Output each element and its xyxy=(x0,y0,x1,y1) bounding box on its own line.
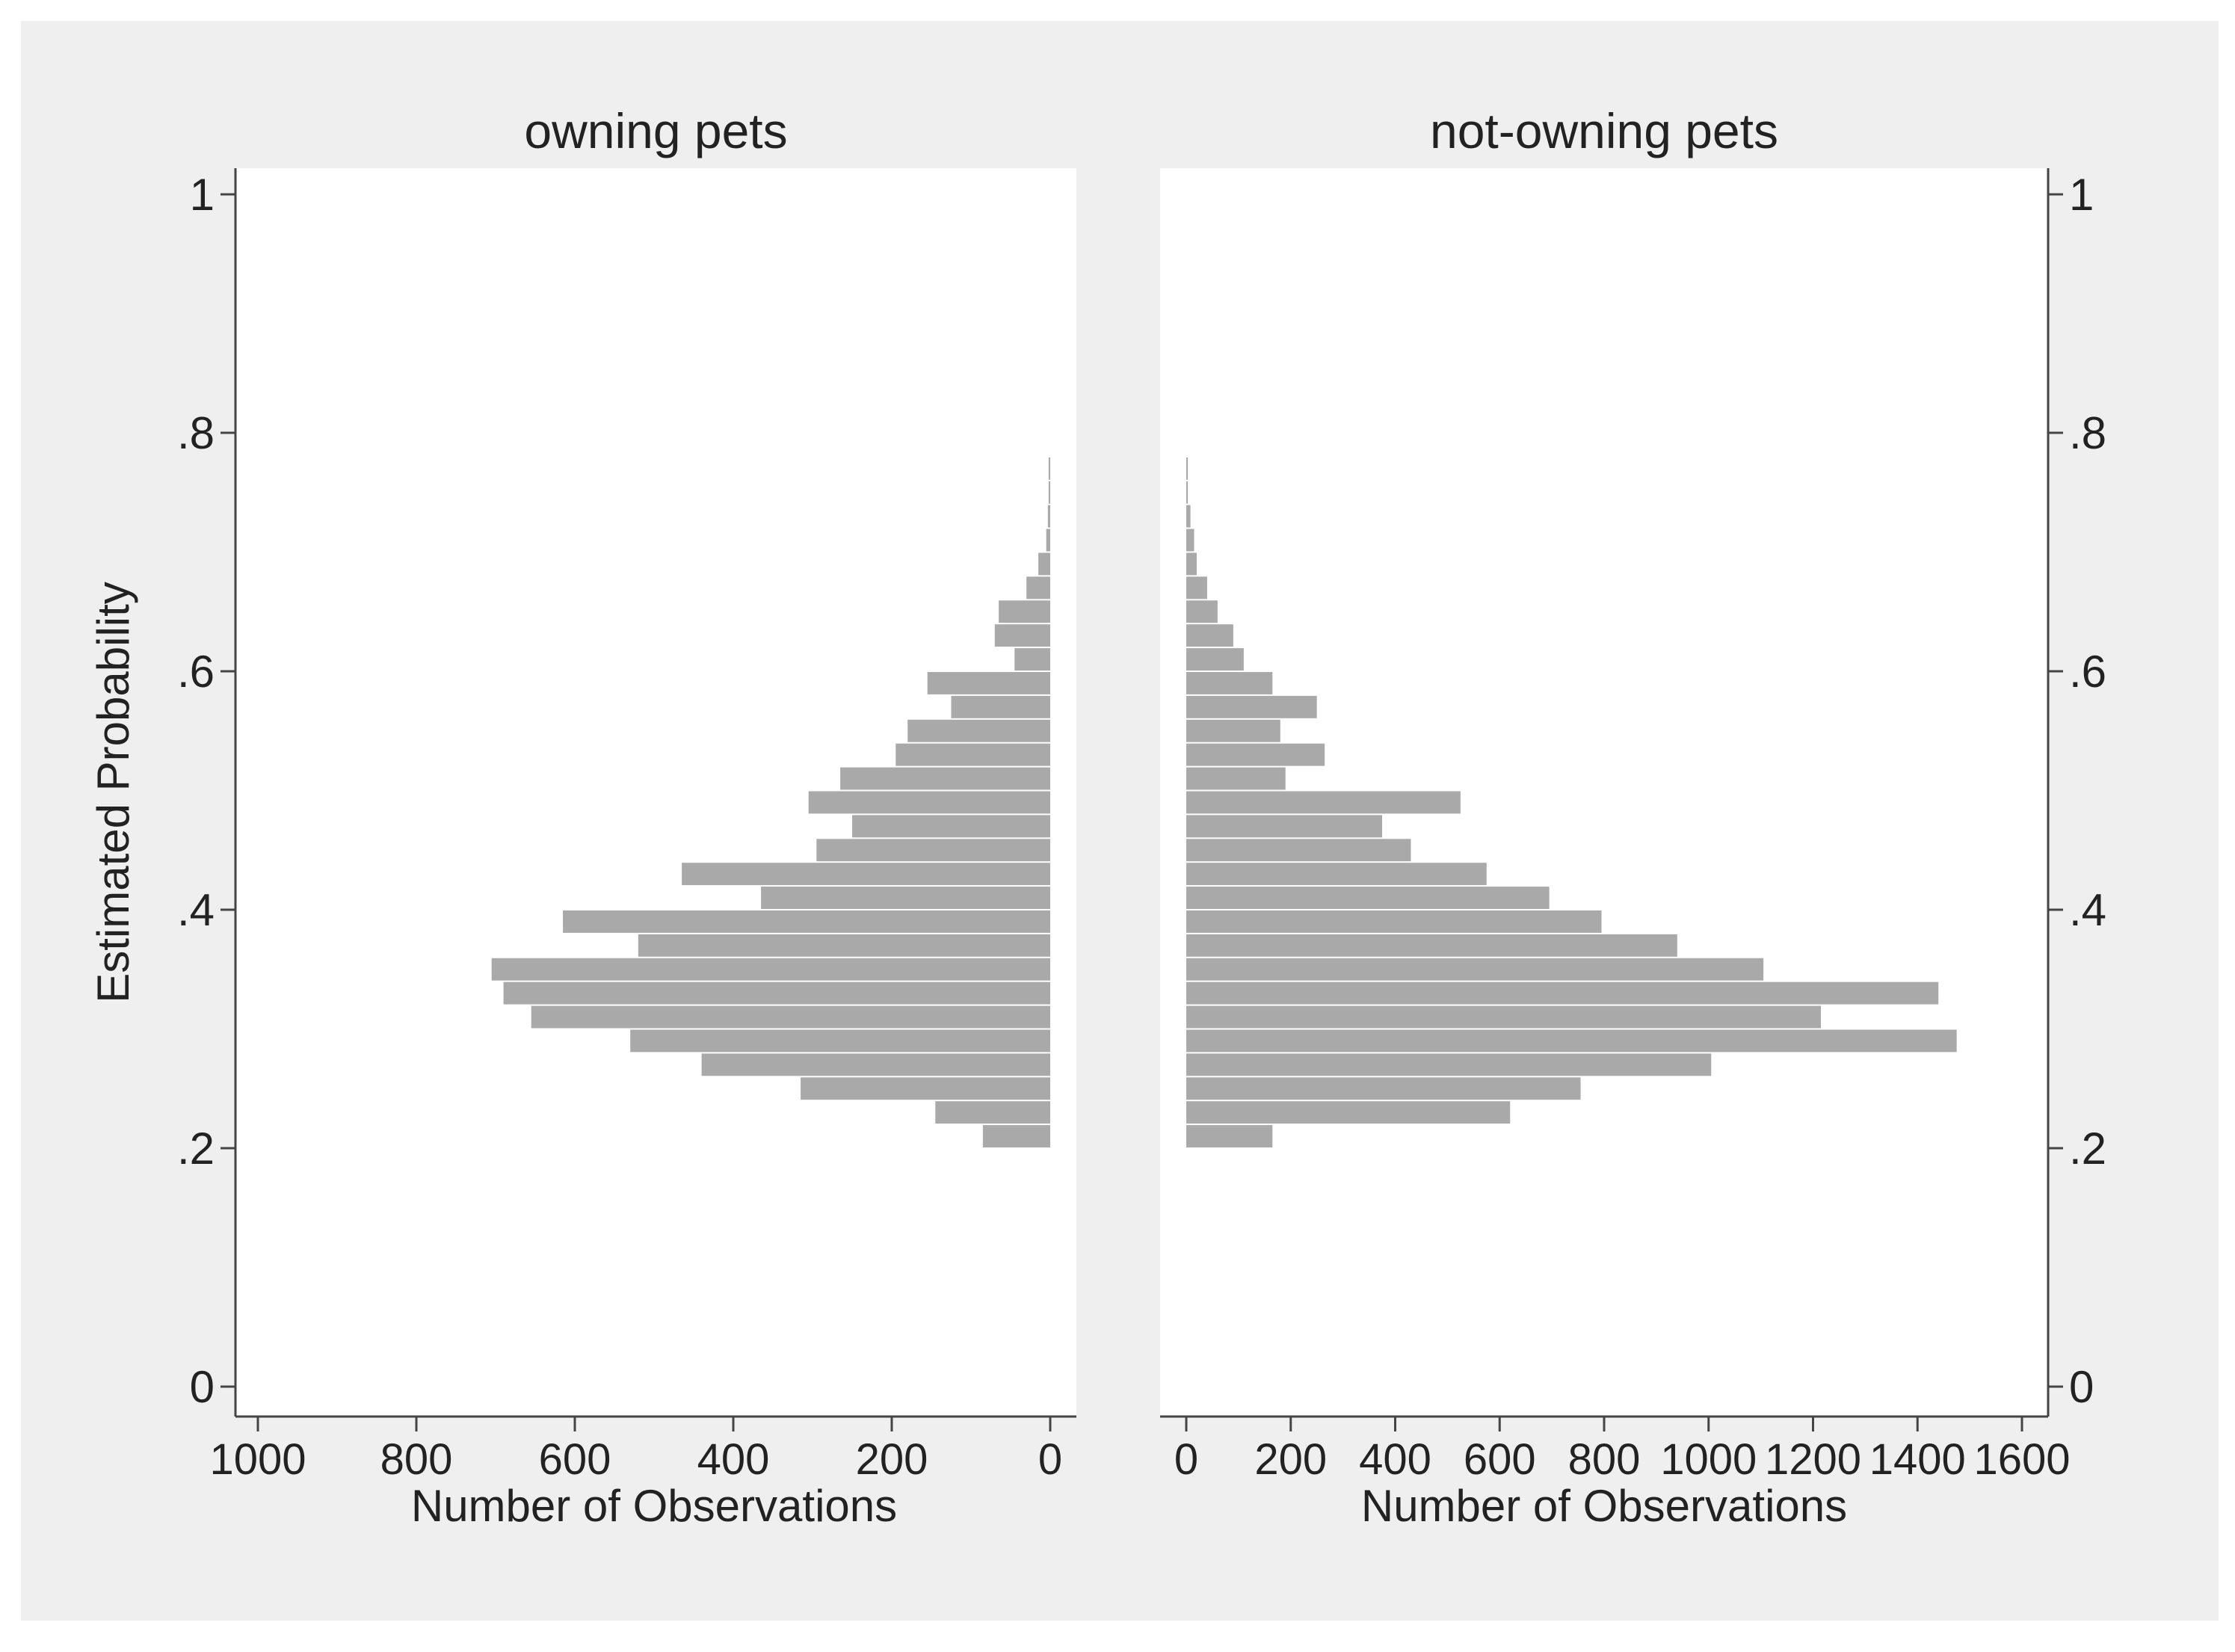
bar xyxy=(1186,672,1273,694)
bar xyxy=(1186,528,1194,552)
x-tick-label: 0 xyxy=(1174,1435,1198,1484)
y-tick-label: .6 xyxy=(177,647,215,697)
bar xyxy=(1186,887,1550,909)
y-tick-label: .4 xyxy=(177,885,215,935)
y-tick-label: .2 xyxy=(2069,1124,2106,1174)
x-tick-label: 800 xyxy=(380,1435,453,1484)
bar xyxy=(1186,624,1233,647)
bar xyxy=(1186,839,1411,862)
x-tick-label: 200 xyxy=(856,1435,928,1484)
x-tick-label: 1600 xyxy=(1973,1435,2070,1484)
y-axis-label: Estimated Probability xyxy=(88,582,138,1003)
x-axis-label: Number of Observations xyxy=(1361,1481,1847,1531)
x-tick-label: 1400 xyxy=(1869,1435,1966,1484)
panel-2: not-owning pets 0 200 400 600 800 1000 1200 1400… xyxy=(1160,103,2106,1531)
panel-1: owning pets 1000 800 600 400 200 0 Number of Ob… xyxy=(177,103,1076,1531)
bar xyxy=(1014,648,1050,671)
bar xyxy=(1186,791,1461,814)
x-tick-label: 0 xyxy=(1038,1435,1062,1484)
bar xyxy=(682,863,1050,886)
bar xyxy=(907,719,1050,742)
panel-title: not-owning pets xyxy=(1430,103,1778,158)
bar xyxy=(630,1029,1050,1052)
bar xyxy=(1186,1029,1957,1052)
bar xyxy=(1186,910,1602,933)
bar xyxy=(1186,600,1218,623)
bar xyxy=(1186,934,1677,957)
bar xyxy=(1186,481,1189,504)
x-tick-label: 1000 xyxy=(1660,1435,1757,1484)
bar xyxy=(1186,648,1244,671)
bar xyxy=(491,958,1050,981)
bar xyxy=(1186,1077,1581,1100)
y-tick-label: 1 xyxy=(190,170,215,220)
bar xyxy=(852,815,1050,838)
bar xyxy=(1186,815,1383,838)
x-tick-label: 1200 xyxy=(1765,1435,1861,1484)
bar xyxy=(1038,552,1050,576)
y-tick-label: .2 xyxy=(177,1124,215,1174)
bar xyxy=(801,1077,1050,1100)
bar xyxy=(1186,863,1487,886)
x-axis-label: Number of Observations xyxy=(411,1481,897,1531)
x-tick-label: 600 xyxy=(539,1435,611,1484)
bar xyxy=(1186,1101,1511,1124)
bar xyxy=(638,934,1050,957)
bar xyxy=(531,1005,1050,1029)
bar xyxy=(1026,576,1050,600)
bar xyxy=(563,910,1050,933)
bar xyxy=(1186,457,1189,480)
bar-series xyxy=(491,457,1050,1147)
bar xyxy=(701,1053,1050,1076)
x-tick-label: 800 xyxy=(1568,1435,1641,1484)
y-tick-label: 1 xyxy=(2069,170,2094,220)
bar xyxy=(1186,552,1197,576)
x-tick-label: 600 xyxy=(1464,1435,1536,1484)
bar xyxy=(895,743,1050,766)
bar xyxy=(1186,719,1280,742)
bar xyxy=(1046,528,1050,552)
bar xyxy=(927,672,1050,694)
y-tick-label: 0 xyxy=(190,1362,215,1412)
bar xyxy=(982,1125,1050,1147)
bar xyxy=(1186,981,1939,1005)
bar xyxy=(840,767,1050,790)
bar xyxy=(1048,457,1050,480)
bar xyxy=(999,600,1050,623)
bar xyxy=(1186,1125,1273,1147)
bar xyxy=(935,1101,1050,1124)
bar xyxy=(761,887,1050,909)
bar xyxy=(1186,743,1325,766)
x-tick-label: 400 xyxy=(697,1435,770,1484)
y-tick-label: .4 xyxy=(2069,885,2106,935)
x-tick-label: 200 xyxy=(1254,1435,1327,1484)
bar xyxy=(1186,576,1207,600)
bar xyxy=(808,791,1050,814)
x-tick-label: 1000 xyxy=(209,1435,306,1484)
bar xyxy=(994,624,1050,647)
bar xyxy=(1186,1053,1712,1076)
bar xyxy=(1186,505,1191,528)
bar xyxy=(816,839,1050,862)
bar-series xyxy=(1186,457,1957,1147)
bar xyxy=(1048,481,1050,504)
y-tick-label: .6 xyxy=(2069,647,2106,697)
bar xyxy=(1186,1005,1821,1029)
y-tick-label: .8 xyxy=(177,408,215,458)
y-tick-label: 0 xyxy=(2069,1362,2094,1412)
bar xyxy=(1186,767,1286,790)
bar xyxy=(1047,505,1050,528)
x-tick-label: 400 xyxy=(1359,1435,1431,1484)
bar xyxy=(951,695,1050,718)
bar xyxy=(503,981,1050,1005)
bar xyxy=(1186,695,1317,718)
panel-title: owning pets xyxy=(524,103,787,158)
y-tick-label: .8 xyxy=(2069,408,2106,458)
bar xyxy=(1186,958,1764,981)
